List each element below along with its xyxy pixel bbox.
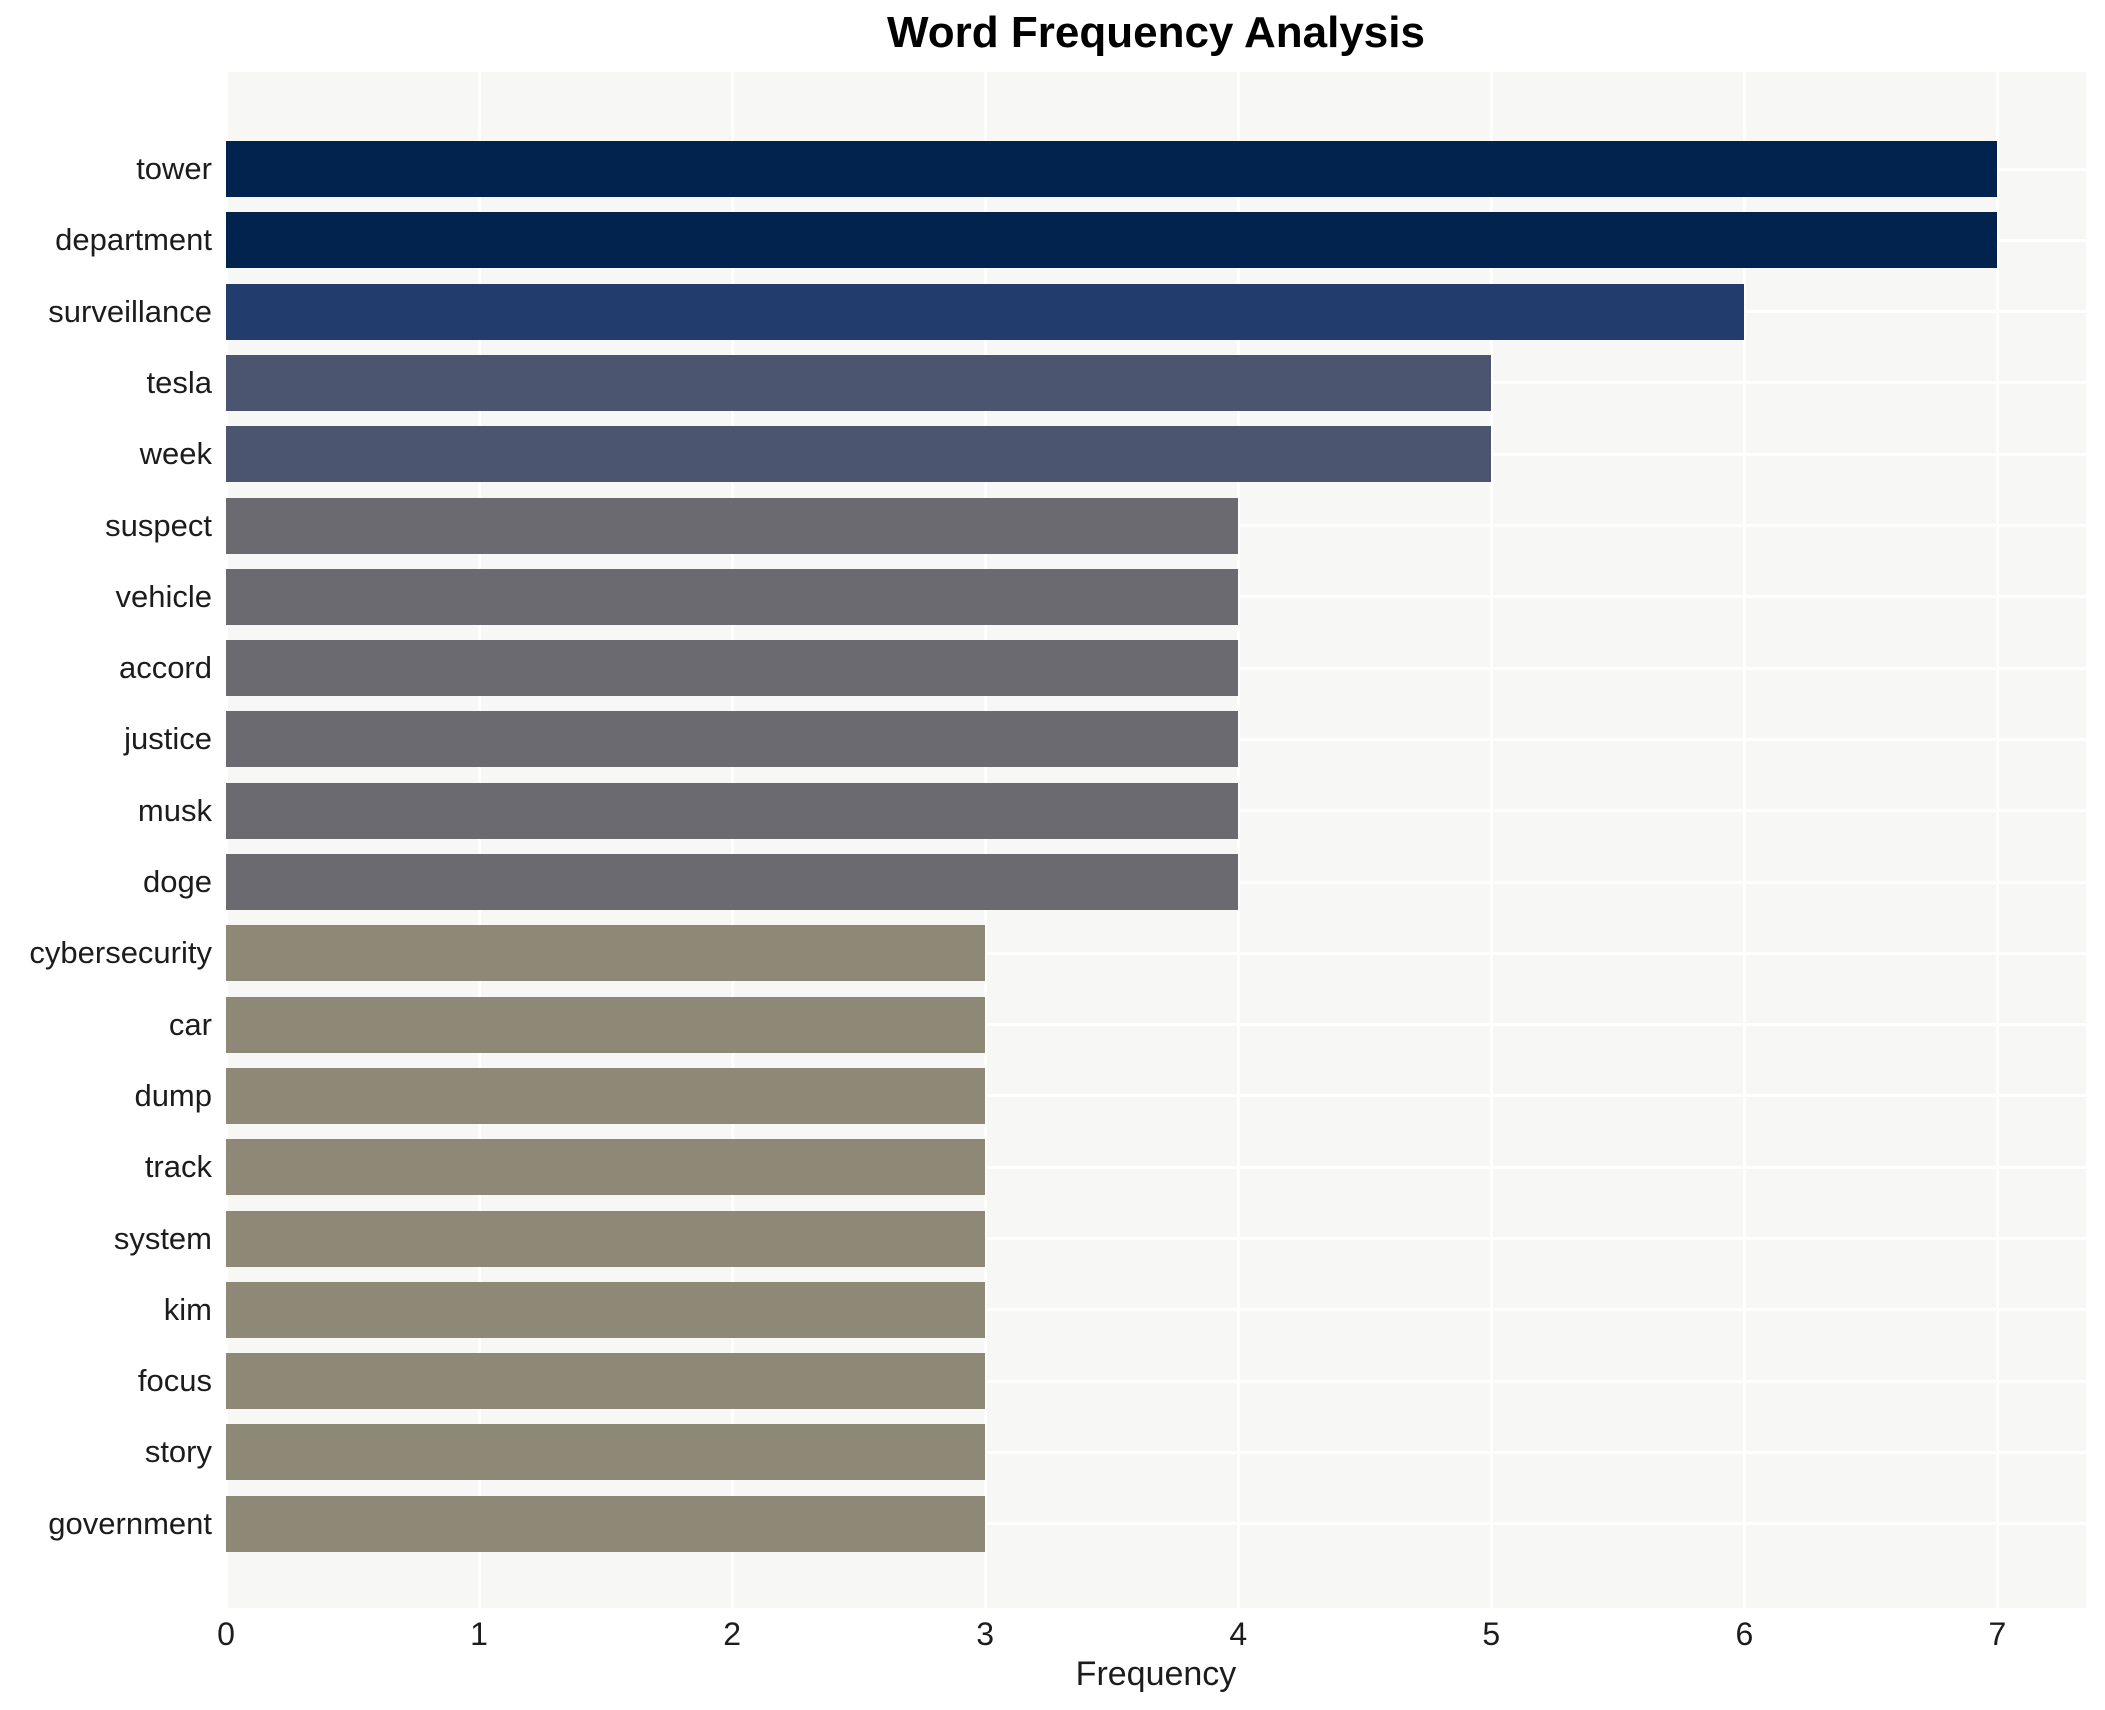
y-tick-label: week — [139, 436, 212, 472]
y-tick-label: car — [168, 1006, 212, 1042]
grid-line-horizontal — [226, 1450, 2086, 1454]
bar-musk — [226, 782, 1239, 839]
y-tick-label: suspect — [105, 507, 212, 543]
y-tick-label: surveillance — [48, 293, 212, 329]
y-tick-label: track — [144, 1149, 212, 1185]
bar-tower — [226, 141, 1998, 197]
grid-line-horizontal — [226, 1379, 2086, 1383]
grid-line-horizontal — [226, 1023, 2086, 1027]
bar-kim — [226, 1281, 986, 1338]
bar-week — [226, 426, 1492, 483]
bar-system — [226, 1210, 986, 1267]
grid-line-horizontal — [226, 1308, 2086, 1312]
x-tick-label: 1 — [470, 1616, 488, 1652]
bar-cybersecurity — [226, 925, 986, 982]
grid-line-vertical — [477, 72, 481, 1608]
grid-line-vertical — [1995, 72, 1999, 1608]
y-tick-label: system — [113, 1220, 212, 1256]
y-tick-label: kim — [163, 1291, 212, 1327]
bar-tesla — [226, 354, 1492, 411]
grid-line-horizontal — [226, 1165, 2086, 1169]
grid-line-horizontal — [226, 1522, 2086, 1526]
x-tick-label: 6 — [1735, 1616, 1754, 1652]
y-tick-label: justice — [124, 721, 212, 757]
x-tick-label: 7 — [1988, 1616, 2007, 1652]
bar-story — [226, 1424, 986, 1481]
grid-line-horizontal — [226, 1237, 2086, 1240]
bar-vehicle — [226, 568, 1239, 625]
bar-car — [226, 996, 986, 1053]
y-tick-label: department — [55, 222, 212, 258]
y-tick-label: accord — [118, 650, 212, 686]
bar-accord — [226, 640, 1239, 697]
y-tick-label: story — [144, 1434, 212, 1470]
chart-title: Word Frequency Analysis — [887, 8, 1425, 57]
grid-line-horizontal — [226, 1094, 2086, 1098]
grid-line-horizontal — [226, 951, 2086, 955]
plot-area — [226, 72, 2086, 1608]
grid-line-vertical — [983, 72, 987, 1608]
x-tick-label: 2 — [723, 1616, 741, 1652]
y-tick-label: doge — [143, 864, 212, 899]
bar-focus — [226, 1353, 986, 1410]
y-tick-label: focus — [137, 1363, 212, 1399]
y-tick-label: dump — [134, 1077, 212, 1113]
y-tick-label: cybersecurity — [29, 935, 212, 971]
x-tick-label: 5 — [1482, 1616, 1501, 1652]
bar-suspect — [226, 497, 1239, 554]
x-axis-title: Frequency — [1075, 1655, 1237, 1693]
x-tick-label: 3 — [976, 1616, 995, 1652]
y-tick-label: tower — [136, 151, 212, 186]
bar-track — [226, 1139, 986, 1196]
y-tick-label: musk — [137, 792, 212, 828]
bar-department — [226, 212, 1998, 269]
y-tick-label: government — [48, 1505, 212, 1541]
x-tick-label: 0 — [217, 1616, 235, 1652]
bar-government — [226, 1495, 986, 1552]
grid-line-vertical — [1236, 72, 1240, 1608]
grid-line-vertical — [1489, 72, 1493, 1608]
bar-dump — [226, 1067, 986, 1124]
grid-line-vertical — [1742, 72, 1746, 1608]
bar-doge — [226, 854, 1239, 910]
y-tick-label: vehicle — [115, 578, 213, 614]
grid-line-vertical — [226, 72, 228, 1608]
y-tick-label: tesla — [146, 364, 212, 400]
bar-surveillance — [226, 283, 1745, 340]
x-tick-label: 4 — [1229, 1616, 1248, 1652]
bar-justice — [226, 711, 1239, 768]
grid-line-vertical — [730, 72, 734, 1608]
